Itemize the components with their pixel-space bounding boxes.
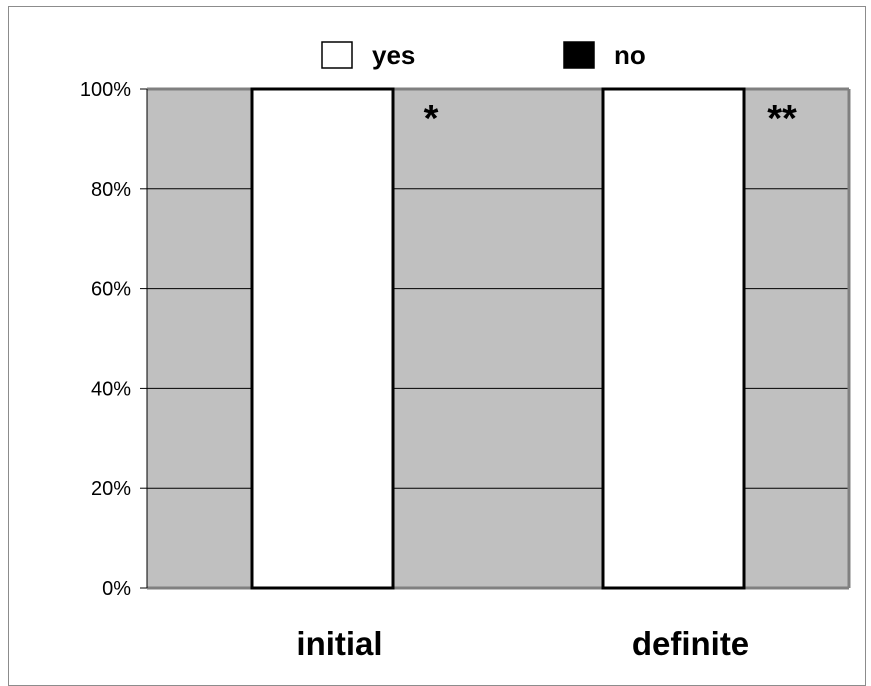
chart: 0%20%40%60%80%100% initial definite * ** y… [0,0,871,668]
y-tick-label: 80% [91,179,131,201]
y-tick-label: 60% [91,279,131,301]
y-tick-label: 40% [91,378,131,400]
legend-label-no: no [614,40,646,70]
y-tick-label: 100% [80,79,131,101]
legend-swatch-yes [322,42,352,68]
bar-yes-initial [252,89,393,588]
significance-marker: ** [767,98,797,140]
y-axis-ticks: 0% 20% 40% 60% 80% 100% [80,79,147,600]
y-tick-label: 20% [91,478,131,500]
x-category-label: definite [632,625,749,662]
y-tick-label: 0% [102,578,131,600]
legend-swatch-no [564,42,594,68]
bar-yes-definite [603,89,744,588]
legend: yes no [322,40,646,70]
legend-label-yes: yes [372,40,415,70]
significance-marker: * [424,98,439,140]
x-axis-categories: initial definite [296,625,749,662]
x-category-label: initial [296,625,382,662]
